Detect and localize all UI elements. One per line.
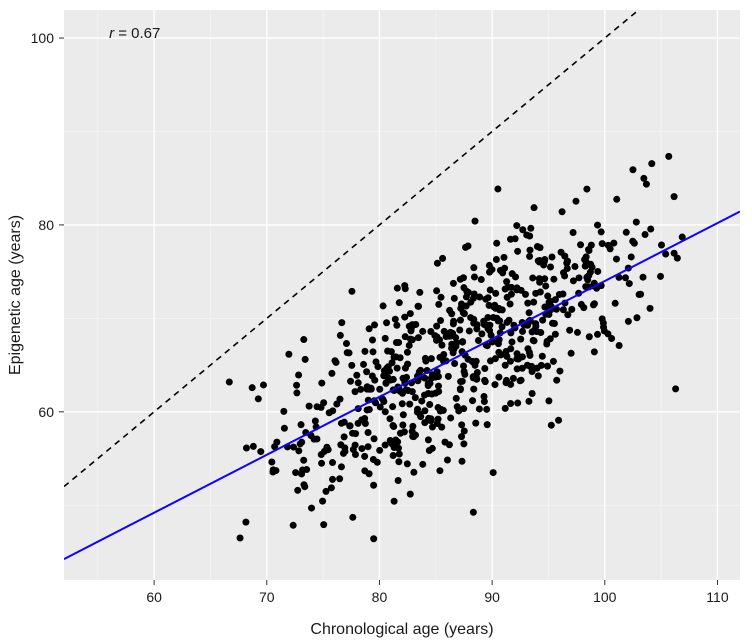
x-tick-label: 80 — [372, 589, 388, 605]
y-tick-label: 100 — [31, 30, 55, 46]
y-axis-label: Epigenetic age (years) — [7, 215, 24, 375]
x-tick-label: 90 — [484, 589, 500, 605]
scatter-chart: 60 70 80 90 100 110 60 80 100 Chronological age (… — [0, 0, 752, 642]
y-tick-label: 60 — [38, 404, 54, 420]
correlation-annotation: r = 0.67 — [109, 25, 160, 42]
x-tick-label: 60 — [146, 589, 162, 605]
x-tick-label: 100 — [593, 589, 617, 605]
x-tick-label: 70 — [259, 589, 275, 605]
x-axis-label: Chronological age (years) — [310, 621, 493, 638]
y-tick-label: 80 — [38, 217, 54, 233]
x-tick-label: 110 — [706, 589, 729, 605]
